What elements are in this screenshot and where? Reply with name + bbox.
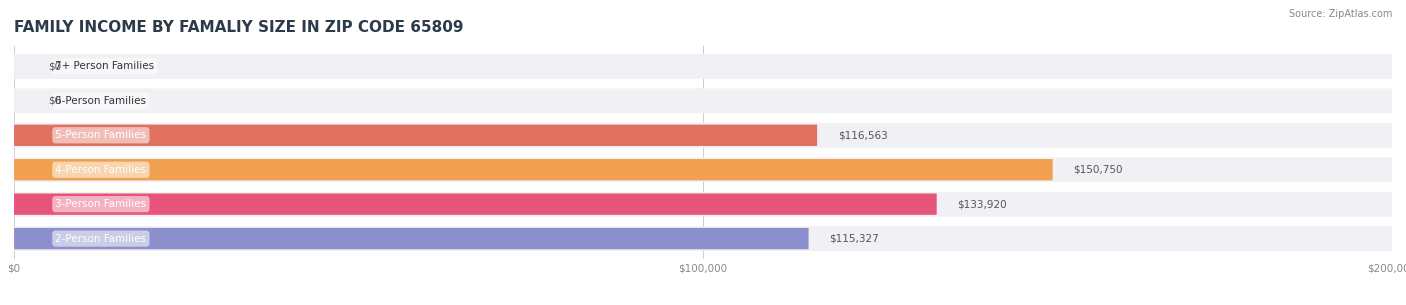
Text: $133,920: $133,920 [957,199,1007,209]
FancyBboxPatch shape [14,193,936,215]
FancyBboxPatch shape [14,54,1392,79]
Text: FAMILY INCOME BY FAMALIY SIZE IN ZIP CODE 65809: FAMILY INCOME BY FAMALIY SIZE IN ZIP COD… [14,20,464,35]
FancyBboxPatch shape [14,228,808,249]
Text: $0: $0 [48,96,62,106]
Text: 3-Person Families: 3-Person Families [55,199,146,209]
FancyBboxPatch shape [14,88,1392,113]
Text: Source: ZipAtlas.com: Source: ZipAtlas.com [1288,9,1392,19]
Text: 7+ Person Families: 7+ Person Families [55,61,155,71]
Text: $0: $0 [48,61,62,71]
FancyBboxPatch shape [14,123,1392,148]
FancyBboxPatch shape [14,192,1392,217]
FancyBboxPatch shape [14,159,1053,180]
FancyBboxPatch shape [14,157,1392,182]
Text: 6-Person Families: 6-Person Families [55,96,146,106]
FancyBboxPatch shape [14,226,1392,251]
Text: $116,563: $116,563 [838,130,887,140]
Text: 2-Person Families: 2-Person Families [55,234,146,244]
Text: $115,327: $115,327 [830,234,879,244]
Text: $150,750: $150,750 [1073,165,1123,175]
FancyBboxPatch shape [14,125,817,146]
Text: 5-Person Families: 5-Person Families [55,130,146,140]
Text: 4-Person Families: 4-Person Families [55,165,146,175]
